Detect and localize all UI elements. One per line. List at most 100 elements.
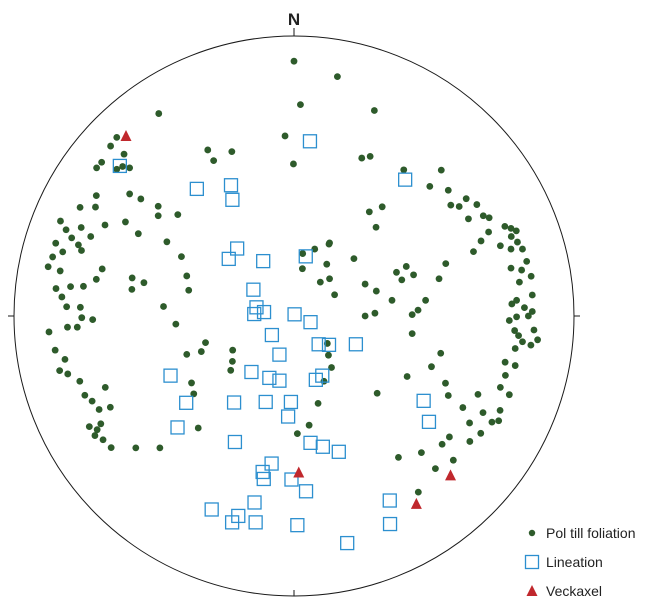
pol-till-foliation-point (462, 195, 470, 203)
lineation-point (256, 471, 271, 487)
lineation-point (298, 249, 313, 264)
pol-till-foliation-point (137, 195, 145, 203)
lineation-point (303, 435, 318, 450)
pol-till-foliation-point (508, 300, 516, 308)
veckaxel-point (120, 129, 132, 141)
pol-till-foliation-point (64, 323, 71, 331)
pol-till-foliation-point (395, 454, 402, 461)
pol-till-foliation-point (507, 224, 515, 232)
pol-till-foliation-point (52, 285, 60, 292)
pol-till-foliation-point (85, 423, 93, 430)
pol-till-foliation-point (113, 165, 121, 173)
pol-till-foliation-point (299, 265, 306, 273)
lineation-point (398, 172, 413, 187)
lineation-point (112, 158, 127, 174)
lineation-point (298, 484, 314, 499)
pol-till-foliation-point (331, 291, 338, 299)
pol-till-foliation-point (444, 392, 452, 399)
pol-till-foliation-point (134, 230, 142, 238)
pol-till-foliation-point (188, 379, 195, 387)
pol-till-foliation-point (80, 282, 87, 290)
lineation-point (302, 134, 318, 149)
lineation-point (264, 327, 280, 343)
pol-till-foliation-point (77, 224, 85, 231)
pol-till-foliation-point (323, 260, 331, 268)
lineation-point (287, 307, 302, 322)
pol-till-foliation-point (76, 203, 84, 211)
pol-till-foliation-point (122, 218, 129, 226)
lineation-point (303, 315, 318, 330)
pol-till-foliation-point (126, 164, 134, 172)
pol-till-foliation-point (45, 328, 53, 336)
legend-symbol-lineation (524, 554, 540, 570)
pol-till-foliation-point (447, 201, 455, 209)
pol-till-foliation-point (106, 403, 114, 411)
pol-till-foliation-point (62, 226, 70, 234)
pol-till-foliation-point (290, 57, 298, 65)
pol-till-foliation-point (156, 444, 164, 452)
pol-till-foliation-point (502, 371, 509, 379)
pol-till-foliation-point (297, 101, 304, 108)
pol-till-foliation-point (44, 263, 52, 271)
pol-till-foliation-point (426, 182, 434, 190)
lineation-point (221, 251, 236, 267)
pol-till-foliation-point (511, 362, 519, 369)
pol-till-foliation-point (194, 424, 202, 432)
pol-till-foliation-point (465, 215, 472, 223)
pol-till-foliation-point (81, 391, 89, 399)
pol-till-foliation-point (477, 237, 485, 245)
lineation-point (246, 282, 261, 297)
pol-till-foliation-point (410, 271, 417, 279)
pol-till-foliation-point (91, 432, 99, 439)
lineation-point (247, 495, 262, 510)
pol-till-foliation-point (488, 418, 496, 426)
pol-till-foliation-point (325, 351, 332, 359)
pol-till-foliation-point (326, 239, 333, 247)
legend: Pol till foliation Lineation Veckaxel (524, 525, 636, 597)
pol-till-foliation-point (99, 436, 107, 444)
pol-till-foliation-point (154, 202, 162, 210)
pol-till-foliation-point (281, 132, 289, 140)
pol-till-foliation-point (155, 110, 163, 117)
pol-till-foliation-point (202, 339, 209, 346)
lineation-point (262, 370, 277, 386)
pol-till-foliation-point (408, 330, 416, 338)
lineation-point (340, 535, 355, 551)
lineation-point (382, 516, 398, 532)
pol-till-foliation-point (64, 370, 72, 378)
lineation-point (331, 444, 346, 459)
lineation-point (179, 395, 194, 410)
lineation-point (280, 409, 296, 424)
lineation-point (224, 515, 240, 530)
pol-till-foliation-point (334, 73, 341, 80)
pol-till-foliation-point (442, 260, 450, 268)
pol-till-foliation-point (97, 420, 105, 428)
lineation-point (163, 368, 178, 383)
pol-till-foliation-point (132, 444, 140, 452)
pol-till-foliation-point (52, 239, 60, 247)
pol-till-foliation-point (505, 317, 513, 324)
pol-till-foliation-point (530, 326, 538, 334)
pol-till-foliation-point (197, 348, 205, 355)
pol-till-foliation-point (120, 150, 128, 158)
pol-till-foliation-point (485, 228, 492, 236)
pol-till-foliation-point (67, 283, 74, 290)
legend-item-pol-till-foliation: Pol till foliation (528, 525, 636, 541)
data-points (44, 57, 541, 551)
pol-till-foliation-point (88, 397, 96, 405)
pol-till-foliation-point (107, 142, 114, 150)
series-pol-till-foliation (44, 57, 541, 496)
pol-till-foliation-point (507, 264, 515, 272)
lineation-point (189, 181, 204, 197)
pol-till-foliation-point (98, 158, 106, 166)
pol-till-foliation-point (204, 146, 212, 154)
pol-till-foliation-point (479, 409, 487, 416)
pol-till-foliation-point (49, 253, 57, 261)
pol-till-foliation-point (496, 242, 504, 250)
series-veckaxel (120, 129, 457, 509)
pol-till-foliation-point (95, 406, 103, 413)
pol-till-foliation-point (474, 391, 482, 398)
pol-till-foliation-point (229, 346, 237, 354)
pol-till-foliation-point (408, 311, 416, 318)
pol-till-foliation-point (185, 286, 193, 294)
